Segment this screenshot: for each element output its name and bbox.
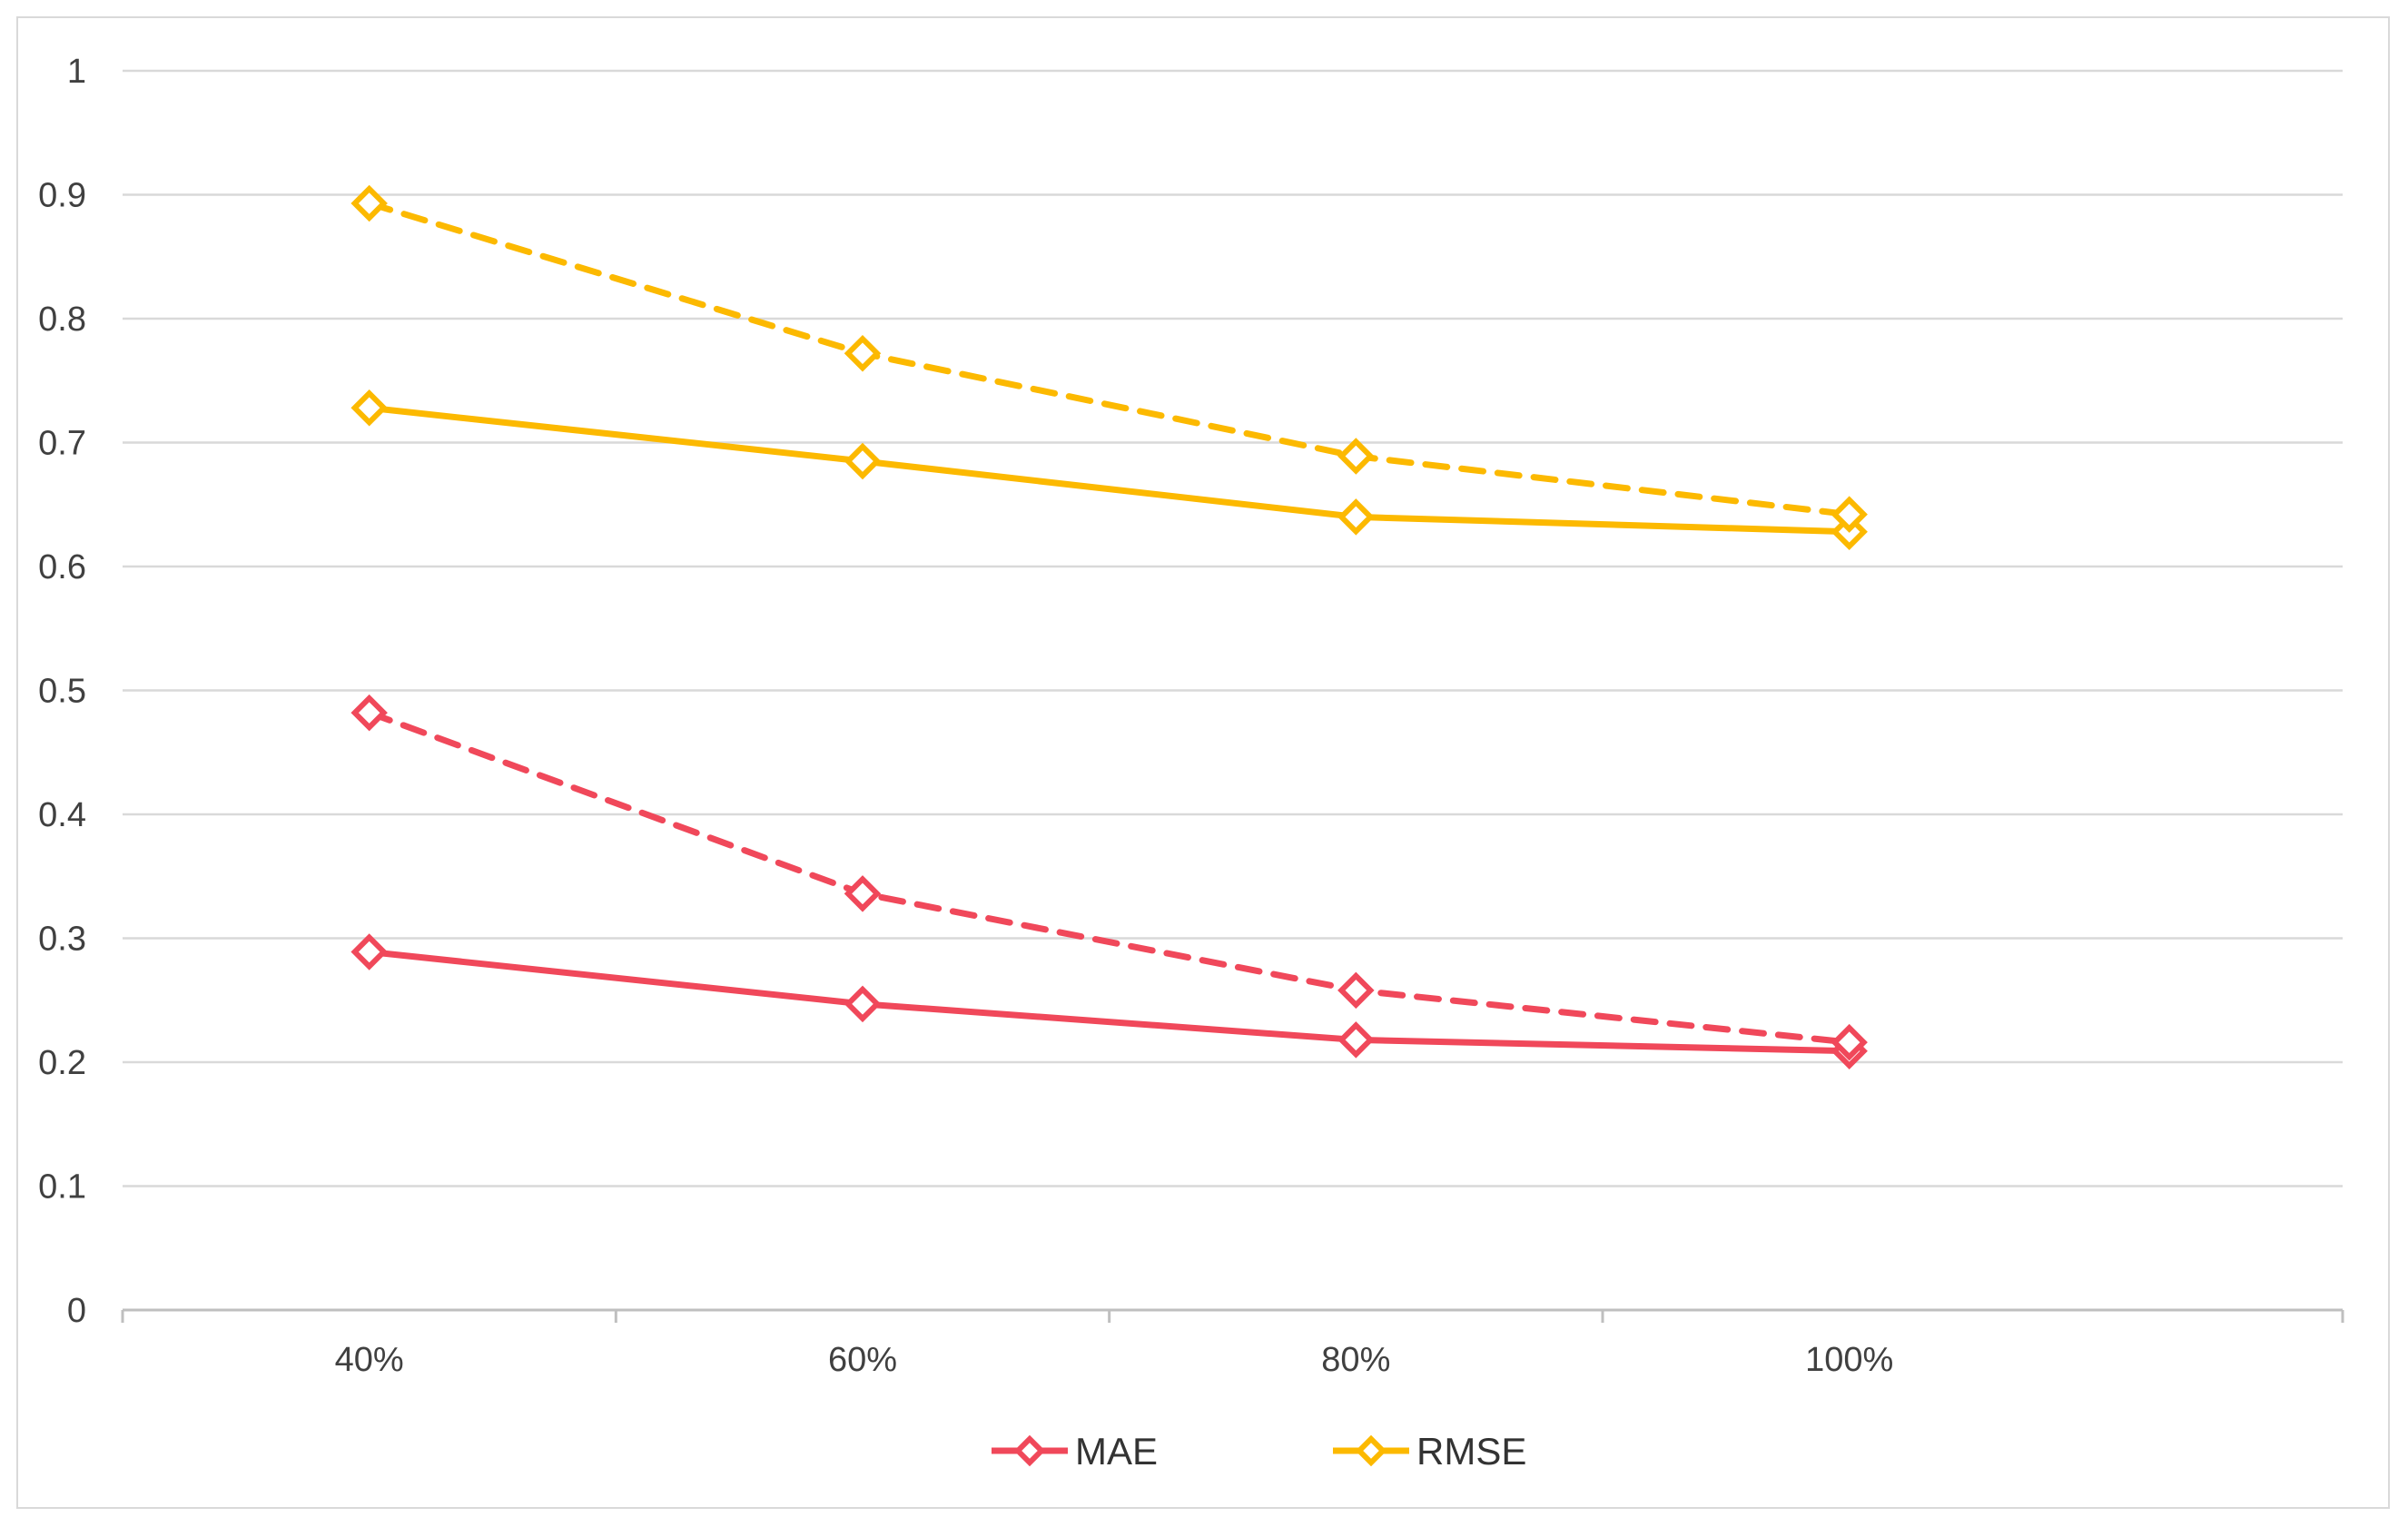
diamond-marker <box>844 985 882 1023</box>
diamond-marker <box>1337 1021 1375 1059</box>
y-tick-label: 0.8 <box>38 300 86 339</box>
legend: MAE RMSE <box>992 1430 1526 1473</box>
x-tick-label: 80% <box>1321 1341 1390 1379</box>
y-tick-label: 0 <box>67 1292 86 1330</box>
legend-item-mae: MAE <box>992 1430 1158 1473</box>
y-tick-label: 0.9 <box>38 177 86 215</box>
diamond-marker <box>1831 496 1868 533</box>
x-tick-label: 100% <box>1805 1341 1893 1379</box>
x-tick-label: 40% <box>335 1341 404 1379</box>
x-axis <box>121 1308 2344 1323</box>
diamond-marker <box>1337 438 1375 475</box>
legend-label: RMSE <box>1416 1430 1526 1473</box>
y-tick-label: 0.7 <box>38 425 86 463</box>
diamond-marker <box>1337 971 1375 1010</box>
y-tick-label: 1 <box>67 53 86 91</box>
series-line <box>366 404 1853 536</box>
diamond-marker <box>350 184 388 222</box>
diamond-marker <box>350 694 388 732</box>
y-tick-label: 0.6 <box>38 548 86 586</box>
x-tick-label: 60% <box>828 1341 897 1379</box>
diamond-marker <box>1831 1023 1868 1061</box>
series-mae-dashed <box>350 694 1868 1061</box>
gridlines <box>123 69 2343 1187</box>
series-rmse-solid <box>350 389 1868 551</box>
series-rmse-dashed <box>350 184 1868 533</box>
series-line <box>366 709 1853 1046</box>
diamond-marker <box>1355 1434 1387 1467</box>
diamond-marker <box>1337 498 1375 536</box>
chart-area <box>16 16 2390 1509</box>
diamond-marker <box>844 334 882 372</box>
diamond-marker <box>1013 1434 1046 1467</box>
series-mae-solid <box>350 933 1868 1069</box>
diamond-marker <box>844 442 882 480</box>
legend-label: MAE <box>1075 1430 1158 1473</box>
legend-item-rmse: RMSE <box>1333 1430 1526 1473</box>
series-line <box>366 949 1853 1055</box>
y-tick-label: 0.2 <box>38 1044 86 1082</box>
y-tick-label: 0.3 <box>38 921 86 959</box>
series-lines <box>350 184 1868 1069</box>
diamond-marker <box>350 933 388 970</box>
diamond-marker <box>844 875 882 912</box>
series-line <box>366 200 1853 518</box>
y-tick-label: 0.1 <box>38 1168 86 1207</box>
y-axis-tick-labels: 0 0.1 0.2 0.3 0.4 0.5 0.6 0.7 0.8 0.9 1 <box>38 53 86 1330</box>
y-tick-label: 0.5 <box>38 673 86 711</box>
y-tick-label: 0.4 <box>38 796 86 834</box>
x-axis-tick-labels: 40% 60% 80% 100% <box>335 1341 1894 1379</box>
diamond-marker <box>350 389 388 427</box>
